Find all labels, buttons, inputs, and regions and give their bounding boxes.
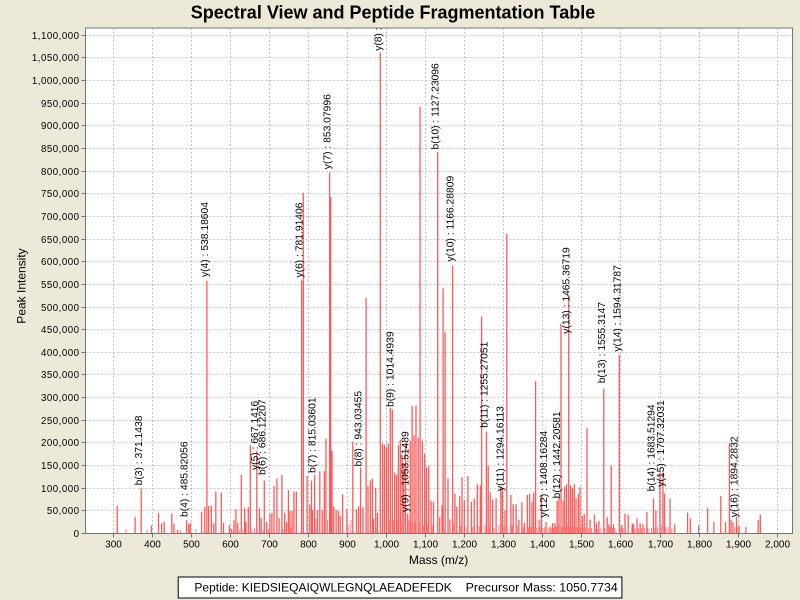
svg-text:0: 0 — [74, 529, 80, 540]
svg-text:1,400: 1,400 — [530, 539, 555, 550]
svg-text:1,300: 1,300 — [491, 539, 516, 550]
svg-text:1,800: 1,800 — [687, 539, 712, 550]
svg-text:50,000: 50,000 — [47, 506, 80, 517]
svg-text:1,700: 1,700 — [648, 539, 673, 550]
svg-text:700,000: 700,000 — [41, 212, 80, 223]
svg-text:1,000: 1,000 — [374, 539, 399, 550]
svg-text:y(12) : 1408.16284: y(12) : 1408.16284 — [539, 430, 550, 517]
svg-text:Peptide: KIEDSIEQAIQWLEGNQLAEA: Peptide: KIEDSIEQAIQWLEGNQLAEADEFEDK — [194, 581, 451, 595]
svg-text:y(9) : 1053.51489: y(9) : 1053.51489 — [401, 431, 412, 512]
svg-text:1,500: 1,500 — [569, 539, 594, 550]
svg-text:600,000: 600,000 — [41, 257, 80, 268]
svg-text:1,100,000: 1,100,000 — [32, 31, 80, 42]
svg-text:800,000: 800,000 — [41, 167, 80, 178]
svg-text:y(7) : 853.07996: y(7) : 853.07996 — [323, 94, 334, 169]
svg-text:1,050,000: 1,050,000 — [32, 53, 80, 64]
svg-text:y(16) : 1894.2832: y(16) : 1894.2832 — [730, 436, 741, 517]
svg-text:y(11) : 1294.16113: y(11) : 1294.16113 — [495, 406, 506, 491]
svg-text:500: 500 — [183, 539, 200, 550]
svg-text:Peak Intensity: Peak Intensity — [15, 248, 29, 323]
svg-text:1,100: 1,100 — [413, 539, 438, 550]
svg-text:600: 600 — [222, 539, 239, 550]
svg-text:Precursor Mass: 1050.7734: Precursor Mass: 1050.7734 — [466, 581, 618, 595]
svg-text:400: 400 — [144, 539, 161, 550]
svg-text:y(4) : 538.18604: y(4) : 538.18604 — [200, 202, 211, 277]
svg-text:900: 900 — [339, 539, 356, 550]
svg-text:150,000: 150,000 — [41, 461, 80, 472]
svg-text:1,900: 1,900 — [726, 539, 751, 550]
svg-text:y(8) : 1096.48: y(8) : 1096.48 — [373, 0, 384, 51]
svg-text:b(8) : 943.03455: b(8) : 943.03455 — [354, 391, 365, 467]
svg-text:y(13) : 1465.36719: y(13) : 1465.36719 — [562, 247, 573, 334]
svg-text:b(6) : 686.12207: b(6) : 686.12207 — [257, 399, 268, 475]
svg-text:650,000: 650,000 — [41, 235, 80, 246]
svg-text:1,200: 1,200 — [452, 539, 477, 550]
svg-text:350,000: 350,000 — [41, 370, 80, 381]
svg-text:550,000: 550,000 — [41, 280, 80, 291]
svg-text:250,000: 250,000 — [41, 416, 80, 427]
svg-text:Mass (m/z): Mass (m/z) — [409, 553, 468, 567]
svg-text:200,000: 200,000 — [41, 438, 80, 449]
svg-text:y(14) : 1594.31787: y(14) : 1594.31787 — [612, 265, 623, 352]
svg-text:300: 300 — [105, 539, 122, 550]
svg-text:b(12) : 1442.20581: b(12) : 1442.20581 — [552, 411, 563, 498]
svg-text:b(7) : 815.03601: b(7) : 815.03601 — [308, 397, 319, 473]
svg-text:100,000: 100,000 — [41, 484, 80, 495]
svg-text:b(10) : 1127.23096: b(10) : 1127.23096 — [431, 63, 442, 150]
svg-text:2,000: 2,000 — [765, 539, 790, 550]
svg-text:300,000: 300,000 — [41, 393, 80, 404]
svg-text:y(5) : 667.1416: y(5) : 667.1416 — [250, 400, 261, 470]
svg-text:900,000: 900,000 — [41, 121, 80, 132]
svg-text:1,000,000: 1,000,000 — [32, 76, 80, 87]
svg-text:1,600: 1,600 — [608, 539, 633, 550]
svg-text:b(13) : 1555.3147: b(13) : 1555.3147 — [597, 302, 608, 384]
svg-text:b(3) : 371.1438: b(3) : 371.1438 — [134, 415, 145, 485]
svg-text:y(6) : 781.91406: y(6) : 781.91406 — [295, 202, 306, 277]
svg-text:Spectral View and Peptide Frag: Spectral View and Peptide Fragmentation … — [191, 3, 595, 23]
svg-text:750,000: 750,000 — [41, 189, 80, 200]
svg-text:450,000: 450,000 — [41, 325, 80, 336]
svg-text:400,000: 400,000 — [41, 348, 80, 359]
svg-text:700: 700 — [261, 539, 278, 550]
svg-text:b(11) : 1255.27051: b(11) : 1255.27051 — [479, 341, 490, 428]
svg-text:b(4) : 485.82056: b(4) : 485.82056 — [180, 441, 191, 517]
svg-text:500,000: 500,000 — [41, 303, 80, 314]
svg-text:950,000: 950,000 — [41, 99, 80, 110]
svg-text:b(9) : 1014.4939: b(9) : 1014.4939 — [385, 331, 396, 407]
svg-text:y(10) : 1166.28809: y(10) : 1166.28809 — [446, 176, 457, 262]
svg-text:850,000: 850,000 — [41, 144, 80, 155]
svg-text:b(14) : 1683.51294: b(14) : 1683.51294 — [647, 404, 658, 491]
svg-text:y(15) : 1707.32031: y(15) : 1707.32031 — [656, 400, 667, 487]
svg-text:800: 800 — [300, 539, 317, 550]
